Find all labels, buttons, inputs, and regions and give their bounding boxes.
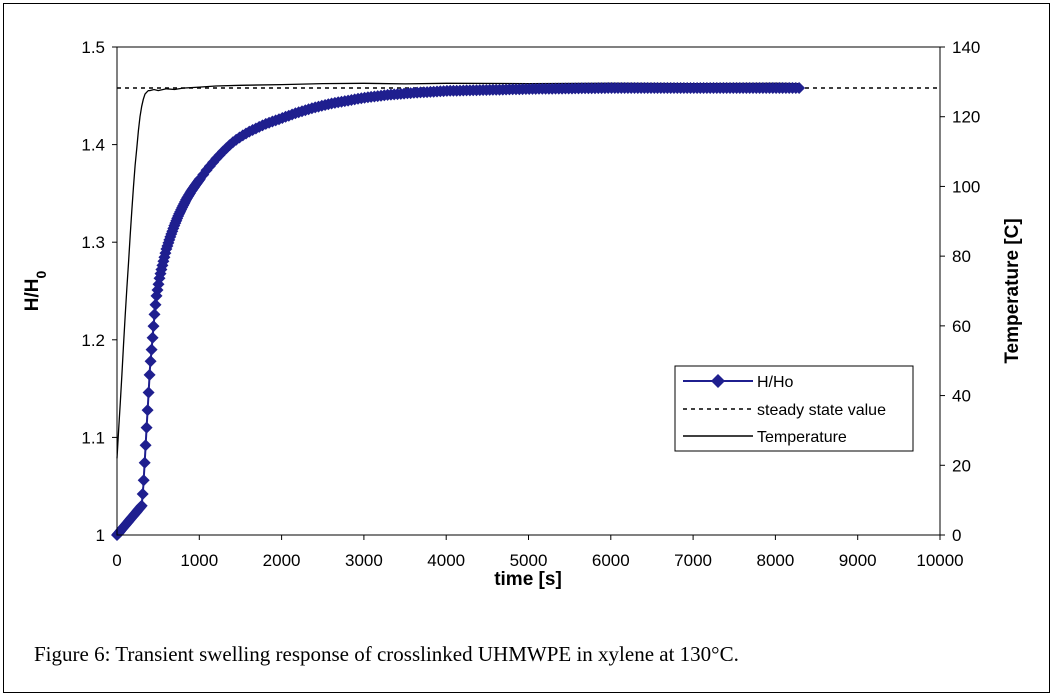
y2-tick-label: 120 [952,108,980,127]
legend-item-hho: H/Ho [683,374,794,391]
y-tick-label: 1.1 [81,428,105,447]
x-tick-label: 1000 [180,551,218,570]
y-axis-title: H/H0 [22,271,49,312]
series-hho-marker [140,421,153,434]
plot-layer: 0 1000 2000 3000 4000 5000 6000 7000 8000 9000 100… [81,38,980,570]
series-hho-marker [793,82,806,94]
legend-label-steady-state: steady state value [757,402,886,419]
y2-tick-label: 20 [952,456,971,475]
x-tick-label: 0 [112,551,121,570]
y2-tick-label: 140 [952,38,980,57]
x-tick-label: 5000 [510,551,548,570]
series-hho-marker [139,439,152,452]
figure-caption: Figure 6: Transient swelling response of… [34,642,739,666]
series-hho-marker [145,343,158,356]
y-tick-label: 1 [96,526,105,545]
y-axis-title-main: H/H [22,279,43,312]
plot-area [116,46,941,536]
legend-label-temperature: Temperature [757,429,847,446]
legend-diamond-icon [711,374,725,388]
series-hho-marker [142,386,155,399]
x-axis-title: time [s] [494,569,562,590]
series-hho-marker [146,331,159,344]
x-tick-label: 9000 [839,551,877,570]
y2-axis-title: Temperature [C] [1002,218,1023,363]
y2-tick-label: 100 [952,177,980,196]
legend-item-temperature: Temperature [683,429,847,446]
series-hho-marker [138,456,151,469]
x-tick-label: 10000 [916,551,963,570]
legend-item-steady-state: steady state value [683,402,886,419]
x-tick-label: 3000 [345,551,383,570]
x-tick-label: 8000 [756,551,794,570]
y2-tick-label: 80 [952,247,971,266]
legend-label-hho: H/Ho [757,374,794,391]
y2-tick-label: 0 [952,526,961,545]
figure-frame [3,3,1050,693]
x-tick-label: 7000 [674,551,712,570]
y2-tick-label: 40 [952,387,971,406]
y-tick-label: 1.4 [81,136,105,155]
y2-tick-label: 60 [952,317,971,336]
legend: H/Ho steady state value Temperature [674,365,914,452]
x-tick-label: 6000 [592,551,630,570]
series-hho-marker [143,368,156,381]
series-hho-marker [149,298,162,311]
series-hho-marker [141,404,154,417]
series-hho-marker [136,488,149,500]
series-hho-marker [144,355,157,368]
series-temperature-line [116,82,801,459]
x-tick-label: 2000 [263,551,301,570]
series-hho-marker [147,320,160,333]
series-hho-marker [148,308,161,321]
y-tick-label: 1.3 [81,233,105,252]
y-axis-title-subscript: 0 [33,271,49,279]
series-hho-marker [137,474,150,487]
y-tick-label: 1.5 [81,38,105,57]
y-tick-label: 1.2 [81,331,105,350]
x-tick-label: 4000 [427,551,465,570]
series-hho-marker [135,499,148,512]
